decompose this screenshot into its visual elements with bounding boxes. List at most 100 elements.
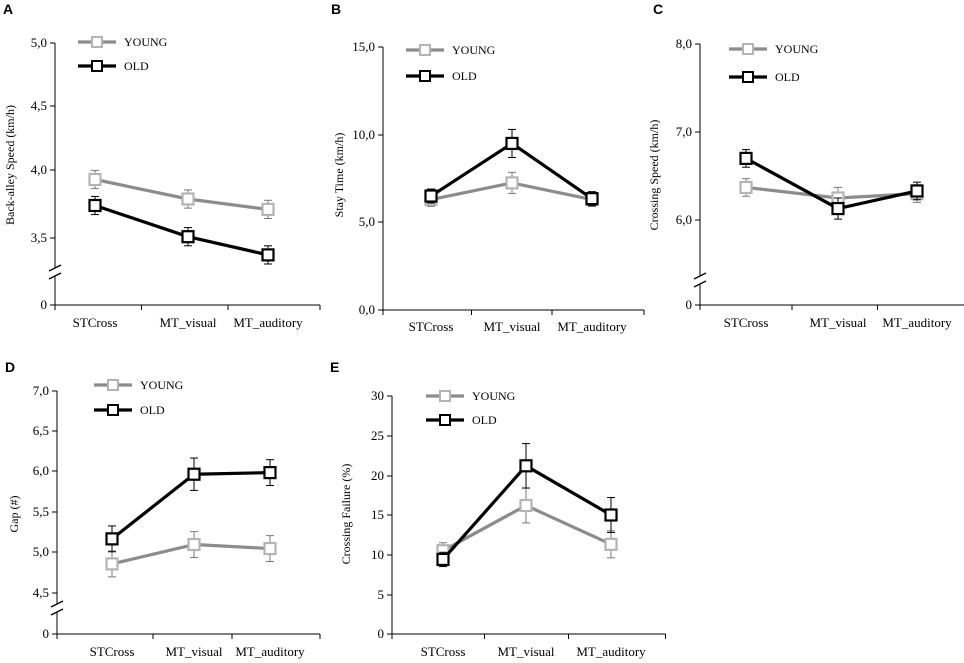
data-point xyxy=(505,136,519,151)
data-point xyxy=(505,176,519,190)
legend-swatch-marker xyxy=(742,71,754,83)
legend-swatch-marker xyxy=(91,36,103,48)
y-tick-label: 0,0 xyxy=(359,302,375,317)
data-point xyxy=(263,541,277,556)
y-tick-label: 30 xyxy=(371,388,384,403)
y-axis-title: Gap (#) xyxy=(7,496,21,533)
data-point xyxy=(88,198,102,213)
y-tick-label: 0 xyxy=(686,297,693,312)
legend-item: YOUNG xyxy=(78,35,168,49)
data-point xyxy=(519,498,533,513)
y-tick-label: 7,0 xyxy=(676,124,692,139)
legend-swatch-marker xyxy=(107,379,119,391)
axis-break-mark xyxy=(693,272,707,280)
data-point xyxy=(604,508,618,522)
legend-label: OLD xyxy=(775,70,800,84)
y-tick-label: 4,5 xyxy=(33,585,49,600)
legend-item: YOUNG xyxy=(406,43,496,57)
series-old xyxy=(105,457,277,553)
legend-label: YOUNG xyxy=(452,43,496,57)
legend-item: OLD xyxy=(78,59,149,73)
legend-item: YOUNG xyxy=(426,389,516,403)
series-old xyxy=(88,195,275,265)
x-tick-label: STCross xyxy=(409,319,454,334)
legend-swatch-marker xyxy=(107,404,119,416)
y-tick-label: 15 xyxy=(371,507,384,522)
legend-item: YOUNG xyxy=(729,42,819,56)
data-point xyxy=(436,552,450,567)
y-tick-label: 7,0 xyxy=(33,383,49,398)
y-tick-label: 5,0 xyxy=(31,35,47,50)
x-tick-label: MT_auditory xyxy=(233,315,303,330)
y-tick-label: 4,0 xyxy=(31,162,47,177)
data-point xyxy=(105,557,119,571)
legend-label: YOUNG xyxy=(775,42,819,56)
series-young xyxy=(105,531,277,578)
data-point xyxy=(910,184,924,198)
data-point xyxy=(88,172,102,187)
legend-swatch-marker xyxy=(419,44,431,56)
series-old xyxy=(739,149,924,220)
chart-panel-b: B 15,0 10,0 5,0 0,0 STCross MT_visual MT_audito… xyxy=(331,1,645,334)
y-tick-label: 6,5 xyxy=(33,423,49,438)
axis-break-mark xyxy=(50,600,64,608)
y-tick-label: 0 xyxy=(41,297,48,312)
series-line xyxy=(441,464,612,561)
y-tick-label: 15,0 xyxy=(352,39,375,54)
y-tick-label: 0 xyxy=(378,626,385,641)
legend-swatch-marker xyxy=(439,414,451,426)
x-tick-label: STCross xyxy=(73,315,118,330)
panel-letter: A xyxy=(3,1,13,17)
panel-letter: C xyxy=(653,1,663,17)
data-point xyxy=(263,466,277,480)
series-line xyxy=(442,503,612,553)
series-young xyxy=(424,171,599,208)
y-axis-title: Back-alley Speed (km/h) xyxy=(3,105,17,225)
x-tick-label: MT_visual xyxy=(809,315,866,330)
legend-label: OLD xyxy=(124,59,149,73)
legend-swatch-marker xyxy=(742,43,754,55)
legend-label: OLD xyxy=(140,403,165,417)
axis-break-mark xyxy=(48,264,62,272)
y-tick-label: 10,0 xyxy=(352,127,375,142)
x-tick-label: MT_visual xyxy=(159,315,216,330)
x-tick-label: MT_auditory xyxy=(882,315,952,330)
panel-letter: D xyxy=(5,359,15,375)
legend-item: OLD xyxy=(406,69,477,83)
data-point xyxy=(519,459,533,473)
y-tick-label: 10 xyxy=(371,547,384,562)
series-line xyxy=(111,471,271,541)
data-point xyxy=(181,230,195,244)
legend-swatch-marker xyxy=(91,60,103,72)
chart-panel-e: E 30 25 20 15 10 5 0 STCross MT_visual MT_auditory… xyxy=(330,359,666,659)
legend-item: OLD xyxy=(426,413,497,427)
legend-label: YOUNG xyxy=(140,378,184,392)
y-tick-label: 3,5 xyxy=(31,230,47,245)
legend-label: YOUNG xyxy=(472,389,516,403)
legend-item: OLD xyxy=(729,70,800,84)
x-tick-label: MT_visual xyxy=(483,319,540,334)
y-axis-title: Crossing Failure (%) xyxy=(339,464,353,565)
series-old xyxy=(436,443,618,568)
y-tick-label: 20 xyxy=(371,468,384,483)
x-tick-label: STCross xyxy=(90,644,135,659)
x-tick-label: STCross xyxy=(724,315,769,330)
legend-label: OLD xyxy=(452,69,477,83)
y-tick-label: 8,0 xyxy=(676,36,692,51)
legend-item: OLD xyxy=(94,403,165,417)
data-point xyxy=(105,532,119,546)
data-point xyxy=(261,248,275,262)
y-tick-label: 6,0 xyxy=(676,212,692,227)
y-tick-label: 5,0 xyxy=(359,214,375,229)
series-old xyxy=(424,128,599,207)
y-axis-title: Crossing Speed (km/h) xyxy=(647,120,661,231)
data-point xyxy=(831,201,845,216)
x-tick-label: MT_auditory xyxy=(557,319,627,334)
y-tick-label: 0 xyxy=(43,626,50,641)
y-tick-label: 5,5 xyxy=(33,504,49,519)
legend-swatch-marker xyxy=(439,390,451,402)
series-young xyxy=(436,487,618,560)
axis-break-mark xyxy=(693,280,707,288)
data-point xyxy=(739,180,753,195)
